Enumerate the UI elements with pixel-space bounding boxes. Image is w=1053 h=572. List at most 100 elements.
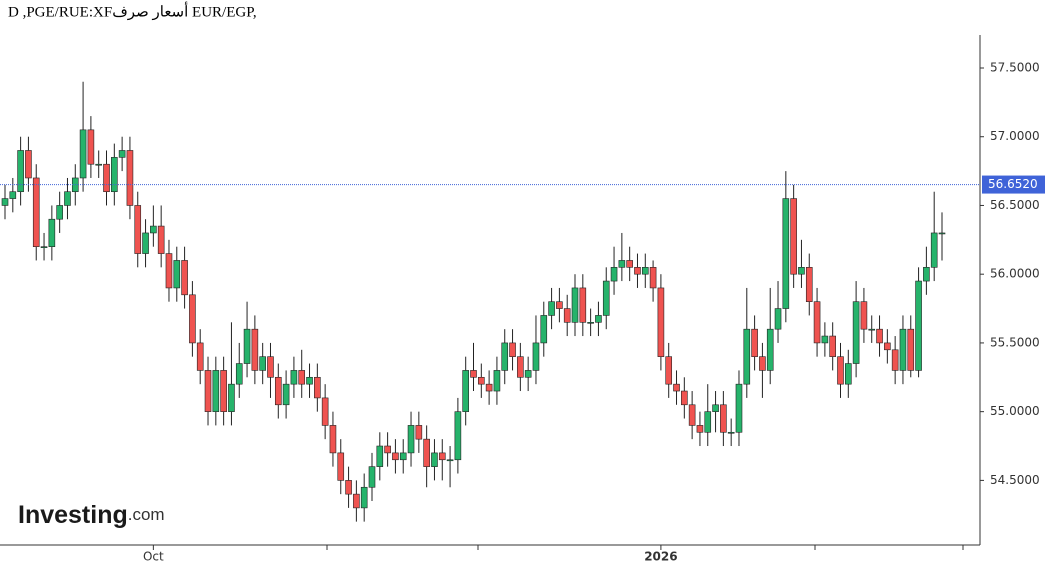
candle-body	[688, 404, 696, 426]
candle-body	[212, 370, 220, 412]
candle-body	[899, 328, 907, 371]
candle-body	[454, 411, 462, 461]
candle-body	[735, 383, 743, 433]
candle-body	[87, 129, 95, 165]
candle-body	[17, 150, 24, 193]
candle-body	[587, 322, 594, 324]
candle-body	[501, 342, 509, 371]
candle-body	[173, 260, 181, 289]
y-tick-label: 54.5000	[990, 473, 1040, 487]
candle-body	[157, 225, 165, 254]
candle-body	[470, 370, 477, 378]
candle-body	[610, 267, 618, 282]
candle-body	[103, 163, 110, 193]
candle-body	[368, 466, 376, 488]
candle-body	[64, 191, 71, 206]
candle-body	[220, 370, 227, 412]
candle-body	[876, 328, 883, 344]
candle-body	[235, 363, 243, 385]
candle-body	[907, 328, 915, 371]
candle-body	[384, 445, 391, 454]
candle-body	[259, 356, 266, 371]
brand-suffix: .com	[128, 505, 165, 524]
candle-body	[852, 301, 860, 364]
candle-body	[25, 150, 32, 179]
candle-body	[251, 328, 259, 371]
candle-body	[681, 390, 688, 406]
candle-body	[829, 335, 836, 357]
x-tick-label: 2026	[644, 550, 677, 564]
candle-body	[930, 232, 938, 268]
candle-body	[353, 493, 360, 509]
candle-body	[165, 253, 173, 289]
candle-body	[478, 376, 485, 385]
candle-body	[618, 260, 626, 268]
candle-body	[48, 218, 56, 247]
candle-body	[446, 459, 454, 462]
candle-body	[665, 356, 673, 385]
candle-body	[696, 425, 704, 433]
candle-body	[32, 177, 40, 247]
candle-body	[134, 205, 142, 254]
candle-body	[142, 232, 149, 254]
candle-body	[517, 356, 524, 378]
candle-body	[306, 376, 313, 385]
candle-body	[282, 383, 290, 406]
candle-body	[626, 260, 633, 268]
candle-body	[790, 198, 797, 275]
candle-body	[923, 267, 930, 282]
candle-body	[595, 315, 602, 323]
candle-body	[532, 342, 540, 371]
candle-body	[720, 404, 727, 433]
candle-body	[712, 404, 719, 412]
candle-body	[649, 267, 657, 289]
watermark: Investing.com	[18, 501, 165, 529]
candle-body	[751, 328, 758, 357]
candle-body	[71, 177, 79, 193]
candle-body	[329, 425, 337, 454]
candle-body	[431, 452, 438, 467]
candle-body	[321, 397, 329, 426]
candle-body	[462, 370, 469, 412]
candle-body	[891, 349, 899, 371]
candle-body	[196, 342, 204, 371]
candle-body	[79, 129, 87, 179]
candle-body	[126, 150, 134, 206]
candle-body	[345, 480, 352, 495]
candle-body	[673, 383, 680, 392]
candle-body	[95, 163, 102, 166]
candle-body	[548, 301, 555, 316]
candle-body	[181, 260, 188, 296]
y-tick-label: 56.5000	[990, 198, 1040, 212]
chart-title: D ,PGE/RUE:XFأسعار صرف EUR/EGP,	[8, 1, 257, 20]
y-tick-label: 56.0000	[990, 267, 1040, 281]
candle-body	[727, 431, 735, 434]
candle-body	[204, 370, 212, 412]
candle-body	[634, 267, 641, 275]
brand: Investing	[18, 501, 128, 529]
candle-body	[267, 356, 274, 378]
candle-body	[407, 425, 415, 454]
candle-body	[540, 315, 548, 344]
candle-body	[563, 308, 571, 323]
candle-body	[399, 452, 407, 461]
candle-body	[243, 328, 251, 364]
candle-body	[1, 198, 9, 206]
candle-body	[40, 246, 48, 248]
candle-body	[868, 328, 876, 331]
candle-body	[274, 376, 282, 406]
y-tick-label: 55.0000	[990, 404, 1040, 418]
last-price-label: 56.6520	[988, 177, 1038, 191]
candle-body	[509, 342, 516, 357]
candle-body	[111, 157, 118, 193]
last-price-box	[982, 175, 1045, 194]
candle-body	[938, 232, 946, 235]
candle-body	[782, 198, 790, 309]
candle-body	[837, 356, 844, 385]
candle-body	[774, 308, 782, 330]
candle-body	[392, 452, 399, 461]
candle-body	[641, 267, 649, 275]
candle-body	[9, 191, 17, 199]
candle-body	[189, 294, 196, 344]
candle-body	[423, 438, 430, 467]
